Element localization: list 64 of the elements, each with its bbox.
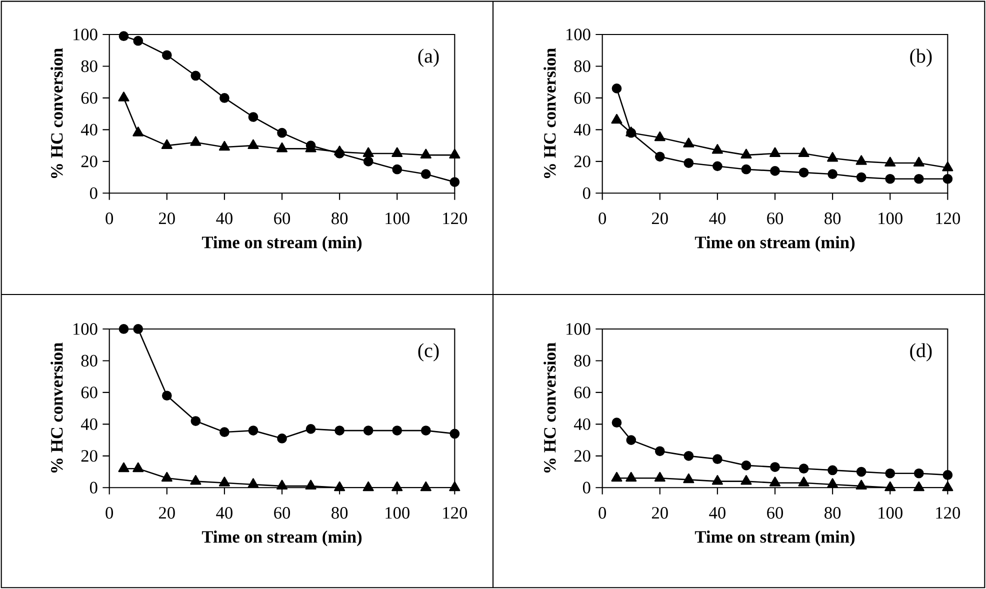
y-tick-label: 80 bbox=[81, 354, 98, 367]
annotation: (d) bbox=[910, 343, 932, 362]
x-tick-label: 20 bbox=[158, 212, 175, 224]
x-tick-label: 40 bbox=[709, 212, 726, 224]
x-axis-title: Time on stream (min) bbox=[202, 530, 362, 546]
y-tick-label: 80 bbox=[81, 60, 98, 72]
x-tick-label: 100 bbox=[878, 507, 902, 519]
annotation: (c) bbox=[418, 343, 439, 362]
y-tick-label: 100 bbox=[73, 28, 98, 40]
x-tick-label: 120 bbox=[443, 507, 468, 519]
x-tick-label: 20 bbox=[158, 507, 175, 519]
y-tick-label: 0 bbox=[582, 482, 590, 494]
y-tick-label: 60 bbox=[574, 92, 590, 104]
y-tick-label: 100 bbox=[73, 323, 98, 335]
x-tick-label: 0 bbox=[106, 507, 114, 519]
x-tick-label: 60 bbox=[767, 212, 784, 224]
x-tick-label: 40 bbox=[216, 507, 232, 519]
annotation: (a) bbox=[418, 48, 439, 67]
x-tick-label: 80 bbox=[824, 212, 841, 224]
x-tick-label: 20 bbox=[652, 507, 668, 519]
x-axis-title: Time on stream (min) bbox=[694, 236, 855, 252]
y-tick-label: 80 bbox=[574, 354, 590, 367]
x-tick-label: 80 bbox=[824, 507, 841, 519]
y-tick-label: 40 bbox=[574, 418, 590, 430]
x-tick-label: 40 bbox=[709, 507, 726, 519]
x-tick-label: 120 bbox=[936, 507, 960, 519]
x-axis-title: Time on stream (min) bbox=[694, 530, 855, 546]
y-tick-label: 40 bbox=[80, 418, 98, 430]
x-tick-label: 60 bbox=[274, 212, 290, 224]
y-tick-label: 60 bbox=[574, 386, 590, 398]
x-tick-label: 0 bbox=[598, 212, 606, 224]
x-tick-label: 100 bbox=[878, 212, 902, 224]
annotation: (b) bbox=[910, 48, 932, 67]
y-axis-title: % HC conversion bbox=[50, 342, 63, 473]
x-tick-label: 100 bbox=[386, 212, 410, 224]
x-tick-label: 120 bbox=[443, 212, 468, 224]
y-tick-label: 100 bbox=[566, 28, 590, 40]
y-tick-label: 100 bbox=[566, 323, 590, 335]
x-tick-label: 120 bbox=[936, 212, 960, 224]
y-tick-label: 80 bbox=[574, 60, 590, 72]
x-tick-label: 0 bbox=[598, 507, 606, 519]
y-tick-label: 20 bbox=[81, 156, 98, 168]
y-tick-label: 0 bbox=[90, 482, 98, 494]
y-tick-label: 40 bbox=[80, 124, 98, 136]
y-tick-label: 20 bbox=[574, 450, 590, 462]
x-tick-label: 100 bbox=[386, 507, 410, 519]
y-axis-title: % HC conversion bbox=[544, 48, 556, 178]
x-tick-label: 60 bbox=[767, 507, 784, 519]
x-tick-label: 20 bbox=[652, 212, 668, 224]
y-tick-label: 0 bbox=[90, 187, 98, 199]
x-tick-label: 80 bbox=[332, 507, 348, 519]
y-tick-label: 60 bbox=[81, 92, 98, 104]
x-axis-title: Time on stream (min) bbox=[202, 236, 362, 252]
x-tick-label: 0 bbox=[106, 212, 114, 224]
x-tick-label: 60 bbox=[274, 507, 290, 519]
y-axis-title: % HC conversion bbox=[544, 342, 556, 473]
y-tick-label: 20 bbox=[81, 450, 98, 462]
x-tick-label: 80 bbox=[332, 212, 348, 224]
y-tick-label: 60 bbox=[81, 386, 98, 398]
y-axis-title: % HC conversion bbox=[50, 48, 63, 178]
y-tick-label: 0 bbox=[582, 187, 590, 199]
x-tick-label: 40 bbox=[216, 212, 232, 224]
y-tick-label: 20 bbox=[574, 156, 590, 168]
y-tick-label: 40 bbox=[574, 124, 590, 136]
